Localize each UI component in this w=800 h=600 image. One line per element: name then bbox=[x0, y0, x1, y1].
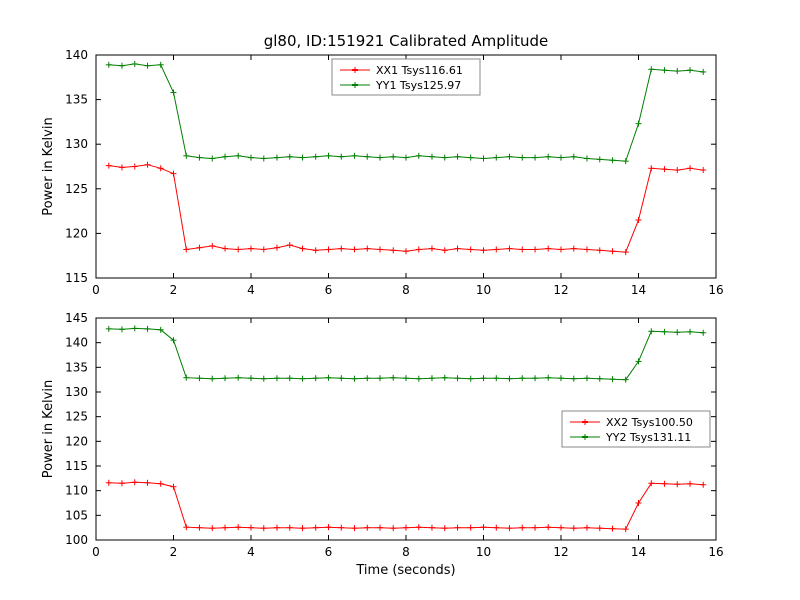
x-tick-label: 0 bbox=[92, 283, 100, 297]
series-YY2 bbox=[105, 325, 707, 383]
x-tick-label: 0 bbox=[92, 545, 100, 559]
y-tick-label: 135 bbox=[65, 360, 88, 374]
x-tick-label: 10 bbox=[476, 283, 491, 297]
y-tick-label: 125 bbox=[65, 410, 88, 424]
legend: XX2 Tsys100.50 YY2 Tsys131.11 bbox=[561, 410, 711, 448]
y-tick-label: 120 bbox=[65, 434, 88, 448]
chart-title: gl80, ID:151921 Calibrated Amplitude bbox=[263, 32, 549, 50]
x-tick-label: 6 bbox=[325, 545, 333, 559]
legend-label: XX1 Tsys116.61 bbox=[376, 64, 463, 77]
x-tick-label: 2 bbox=[170, 545, 178, 559]
x-tick-label: 6 bbox=[325, 283, 333, 297]
legend: XX1 Tsys116.61 YY1 Tsys125.97 bbox=[331, 58, 481, 96]
y-tick-label: 110 bbox=[65, 484, 88, 498]
subplot-2: 0 2 4 6 8 10 12 14 16 100 105 110 115 120 125 130 135 140… bbox=[41, 311, 724, 578]
x-tick-label: 4 bbox=[247, 283, 255, 297]
x-tick-label: 14 bbox=[631, 283, 646, 297]
legend-label: YY1 Tsys125.97 bbox=[375, 79, 461, 92]
legend-label: YY2 Tsys131.11 bbox=[605, 431, 691, 444]
y-tick-label: 100 bbox=[65, 533, 88, 547]
x-tick-label: 12 bbox=[553, 283, 568, 297]
y-tick-label: 125 bbox=[65, 182, 88, 196]
legend-box bbox=[331, 58, 481, 96]
x-tick-label: 10 bbox=[476, 545, 491, 559]
x-tick-label: 16 bbox=[708, 545, 723, 559]
y-tick-label: 130 bbox=[65, 385, 88, 399]
y-tick-label: 140 bbox=[65, 336, 88, 350]
y-tick-label: 135 bbox=[65, 93, 88, 107]
y-tick-label: 120 bbox=[65, 226, 88, 240]
x-tick-label: 14 bbox=[631, 545, 646, 559]
y-axis-label: Power in Kelvin bbox=[41, 380, 56, 478]
y-tick-label: 105 bbox=[65, 508, 88, 522]
x-tick-label: 16 bbox=[708, 283, 723, 297]
series-XX1 bbox=[105, 161, 707, 256]
x-tick-label: 12 bbox=[553, 545, 568, 559]
x-tick-label: 4 bbox=[247, 545, 255, 559]
series-XX2 bbox=[105, 479, 707, 533]
subplot-1: 0 2 4 6 8 10 12 14 16 115 120 125 130 135 140 Power in … bbox=[41, 48, 724, 297]
series-YY1 bbox=[105, 60, 707, 165]
x-axis-label: Time (seconds) bbox=[355, 563, 455, 578]
series-line bbox=[108, 481, 704, 530]
y-axis-label: Power in Kelvin bbox=[41, 117, 56, 215]
x-tick-label: 2 bbox=[170, 283, 178, 297]
series-line bbox=[108, 164, 704, 253]
y-tick-label: 115 bbox=[65, 459, 88, 473]
legend-label: XX2 Tsys100.50 bbox=[606, 416, 693, 429]
series-line bbox=[108, 327, 704, 381]
y-tick-label: 115 bbox=[65, 271, 88, 285]
x-tick-label: 8 bbox=[402, 545, 410, 559]
x-tick-label: 8 bbox=[402, 283, 410, 297]
legend-box bbox=[561, 410, 711, 448]
y-tick-label: 140 bbox=[65, 48, 88, 62]
y-tick-label: 130 bbox=[65, 137, 88, 151]
y-tick-label: 145 bbox=[65, 311, 88, 325]
